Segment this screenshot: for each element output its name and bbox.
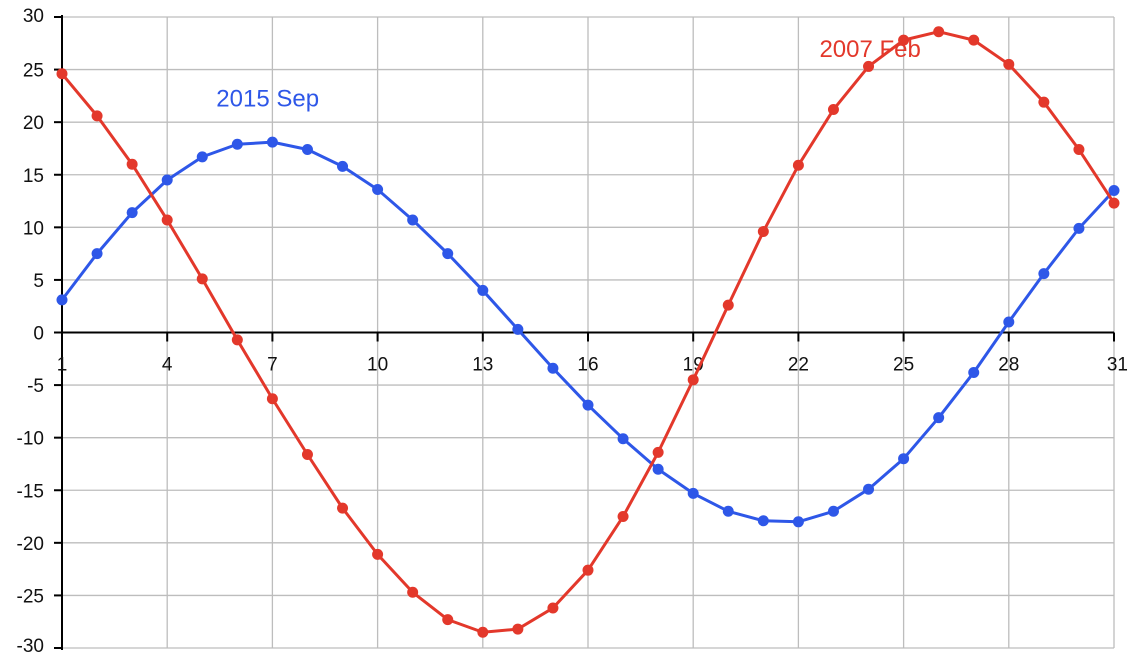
data-point xyxy=(231,334,243,346)
series-2 xyxy=(56,26,1120,638)
data-point xyxy=(547,602,559,614)
y-tick-label: -15 xyxy=(17,481,44,502)
data-point xyxy=(722,505,734,517)
data-point xyxy=(827,104,839,116)
data-point xyxy=(617,433,629,445)
x-tick-label: 10 xyxy=(367,355,388,376)
data-point xyxy=(792,159,804,171)
data-point xyxy=(1073,144,1085,156)
data-point xyxy=(757,515,769,527)
data-point xyxy=(56,68,68,80)
y-tick-label: -25 xyxy=(17,586,44,607)
data-point xyxy=(91,110,103,122)
data-point xyxy=(477,626,489,638)
data-point xyxy=(1003,316,1015,328)
x-tick-label: 4 xyxy=(162,355,173,376)
data-point xyxy=(301,448,313,460)
data-point xyxy=(792,516,804,528)
data-point xyxy=(266,136,278,148)
y-tick-label: -20 xyxy=(17,534,44,555)
tick-labels: 1 4 7 10 13 16 19 22 25 28 31302520151050-5-10-15-… xyxy=(17,6,1128,657)
data-point xyxy=(442,614,454,626)
x-tick-label: 1 xyxy=(57,355,68,376)
data-point xyxy=(1003,58,1015,70)
data-point xyxy=(617,511,629,523)
grid-lines xyxy=(62,16,1115,649)
x-tick-label: 16 xyxy=(577,355,598,376)
series-labels: 2015 Sep 2007 Feb xyxy=(216,36,921,112)
data-point xyxy=(1073,222,1085,234)
y-tick-label: -5 xyxy=(27,376,44,397)
data-point xyxy=(161,214,173,226)
data-point xyxy=(582,564,594,576)
data-point xyxy=(512,323,524,335)
x-tick-label: 7 xyxy=(267,355,278,376)
data-point xyxy=(1108,197,1120,209)
data-point xyxy=(652,463,664,475)
y-tick-label: 25 xyxy=(23,61,44,82)
x-tick-label: 25 xyxy=(893,355,914,376)
x-tick-label: 13 xyxy=(472,355,493,376)
data-point xyxy=(933,26,945,38)
data-point xyxy=(547,362,559,374)
data-point xyxy=(1108,185,1120,197)
y-tick-label: 5 xyxy=(33,271,44,292)
data-point xyxy=(337,502,349,514)
data-point xyxy=(126,207,138,219)
data-point xyxy=(407,586,419,598)
data-point xyxy=(1038,268,1050,280)
data-point xyxy=(687,487,699,499)
data-point xyxy=(56,294,68,306)
data-point xyxy=(442,248,454,260)
data-point xyxy=(126,158,138,170)
data-point xyxy=(582,399,594,411)
y-tick-label: 15 xyxy=(23,166,44,187)
data-point xyxy=(968,366,980,378)
series-label: 2007 Feb xyxy=(819,36,920,63)
x-tick-label: 31 xyxy=(1107,355,1128,376)
y-tick-label: 0 xyxy=(33,324,44,345)
data-point xyxy=(477,284,489,296)
y-tick-label: -10 xyxy=(17,429,44,450)
data-point xyxy=(863,483,875,495)
data-point xyxy=(196,151,208,163)
data-point xyxy=(372,548,384,560)
data-point xyxy=(337,160,349,172)
series-layer xyxy=(56,26,1120,638)
data-point xyxy=(266,393,278,405)
data-point xyxy=(898,34,910,46)
data-point xyxy=(722,299,734,311)
data-point xyxy=(301,144,313,156)
data-point xyxy=(863,60,875,72)
y-tick-label: 20 xyxy=(23,113,44,134)
data-point xyxy=(933,412,945,424)
data-point xyxy=(231,138,243,150)
data-point xyxy=(196,273,208,285)
y-tick-label: 30 xyxy=(23,6,44,27)
data-point xyxy=(407,214,419,226)
data-point xyxy=(968,34,980,46)
data-point xyxy=(687,374,699,386)
data-point xyxy=(161,174,173,186)
data-point xyxy=(91,248,103,260)
data-point xyxy=(652,446,664,458)
series-1 xyxy=(56,136,1120,528)
y-tick-label: -30 xyxy=(17,636,44,657)
series-label: 2015 Sep xyxy=(216,85,319,112)
data-point xyxy=(512,623,524,635)
y-tick-label: 10 xyxy=(23,218,44,239)
data-point xyxy=(827,505,839,517)
data-point xyxy=(1038,96,1050,108)
data-point xyxy=(898,453,910,465)
data-point xyxy=(372,183,384,195)
x-tick-label: 28 xyxy=(998,355,1019,376)
x-tick-label: 22 xyxy=(788,355,809,376)
data-point xyxy=(757,226,769,238)
axes xyxy=(54,15,1115,650)
